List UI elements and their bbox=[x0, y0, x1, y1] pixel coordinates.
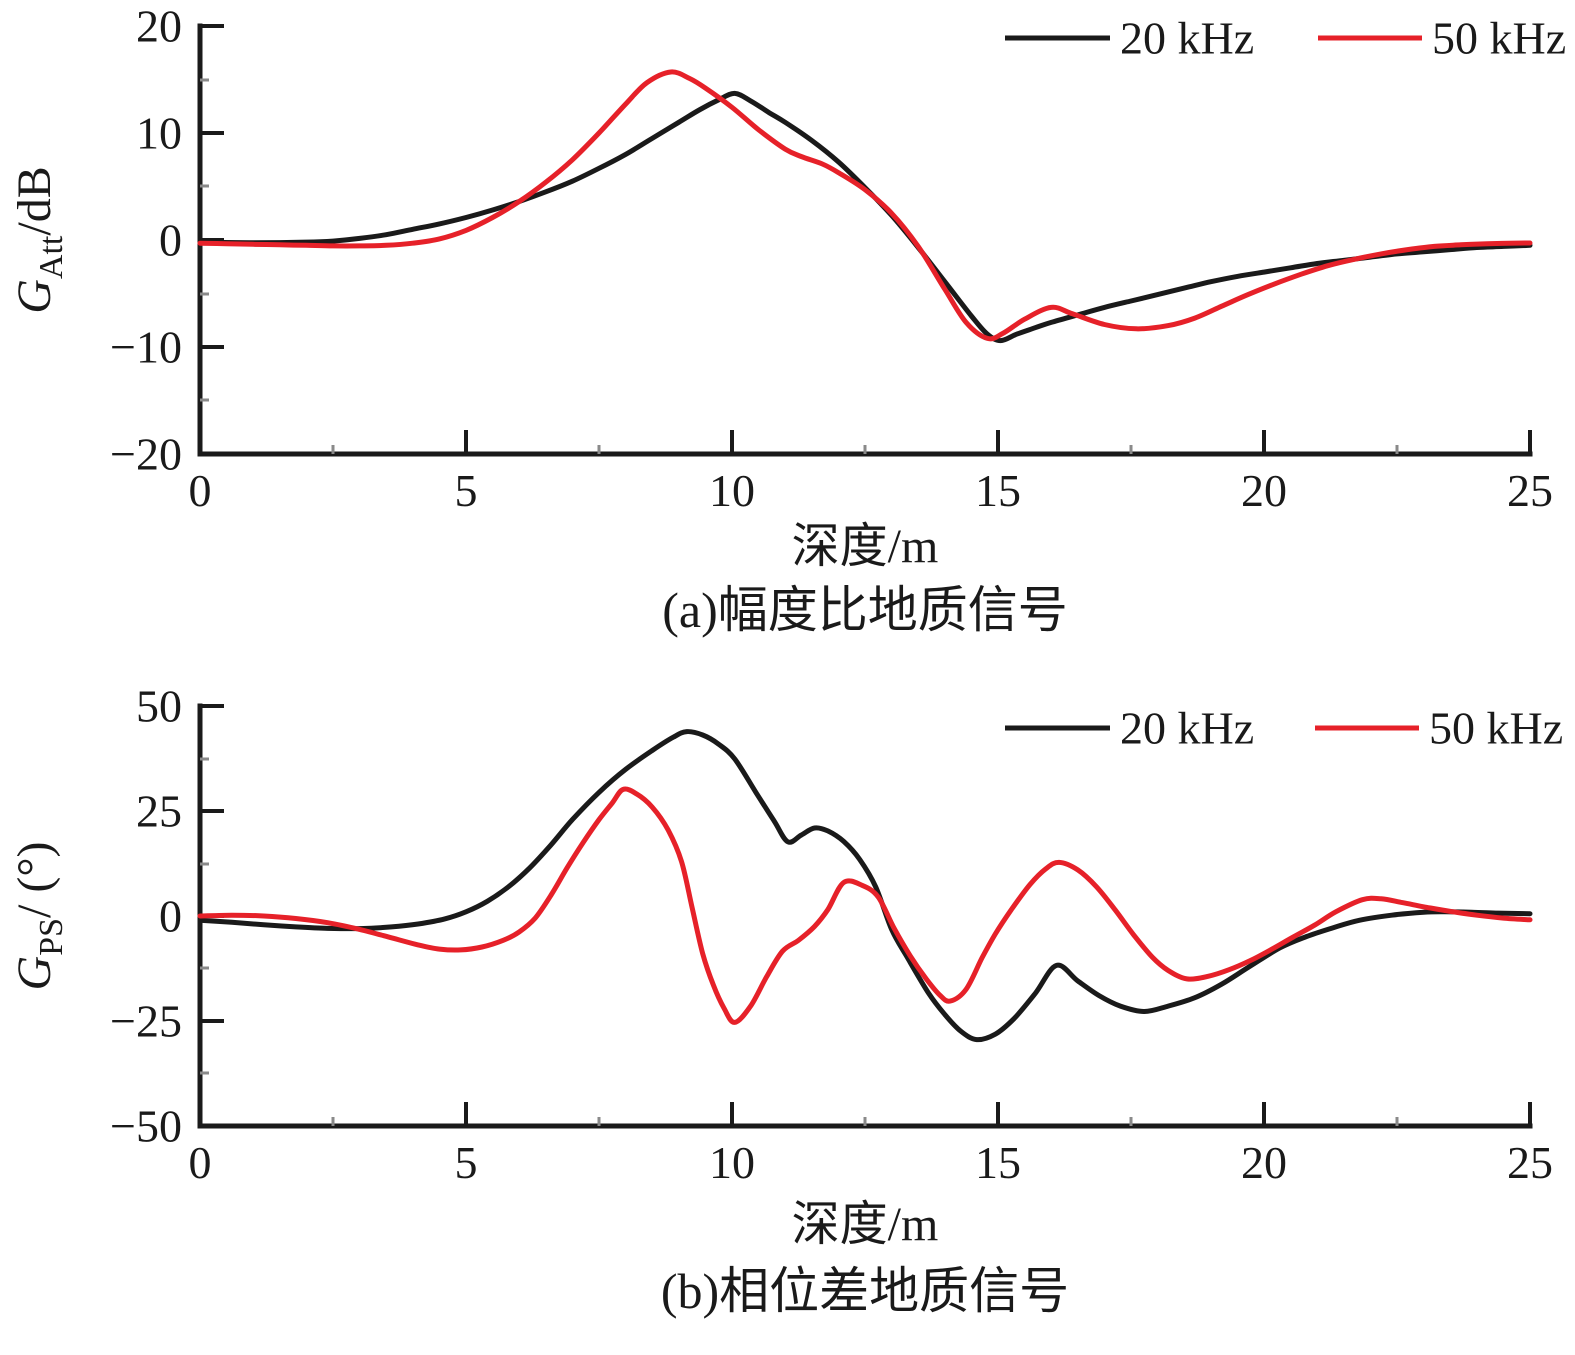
panel-b-series-20khz-line bbox=[197, 729, 1533, 1043]
x-tick-label: 0 bbox=[189, 465, 212, 516]
panel-a-y-axis-title: GAtt/dB bbox=[8, 166, 70, 313]
legend-label-50khz: 50 kHz bbox=[1429, 703, 1563, 754]
x-tick-label: 15 bbox=[975, 1137, 1021, 1188]
y-tick-label: 10 bbox=[136, 108, 182, 159]
x-tick-label: 20 bbox=[1241, 465, 1287, 516]
panel-a-x-major-ticks bbox=[198, 430, 1532, 454]
x-tick-label: 5 bbox=[455, 465, 478, 516]
x-tick-label: 10 bbox=[709, 1137, 755, 1188]
y-tick-label: 50 bbox=[136, 681, 182, 732]
y-tick-label: 20 bbox=[136, 1, 182, 52]
panel-b-caption: (b)相位差地质信号 bbox=[661, 1263, 1069, 1319]
panel-b-x-minor-ticks bbox=[331, 1117, 1399, 1126]
panel-a-legend: 20 kHz 50 kHz bbox=[1005, 13, 1566, 64]
y-tick-label: −50 bbox=[110, 1101, 182, 1152]
y-tick-label: −25 bbox=[110, 996, 182, 1047]
legend-label-50khz: 50 kHz bbox=[1432, 13, 1566, 64]
panel-b-series-50khz-line bbox=[197, 786, 1533, 1025]
panel-a-caption: (a)幅度比地质信号 bbox=[662, 582, 1068, 638]
panel-a-series-20khz-line bbox=[197, 90, 1533, 344]
x-tick-label: 15 bbox=[975, 465, 1021, 516]
x-tick-label: 5 bbox=[455, 1137, 478, 1188]
panel-b-x-axis-title: 深度/m bbox=[792, 1198, 939, 1251]
panel-a-x-minor-ticks bbox=[331, 445, 1399, 454]
panel-b-y-minor-ticks bbox=[200, 757, 209, 1075]
panel-a-x-axis-title: 深度/m bbox=[792, 520, 939, 573]
panel-b-y-axis-title: GPS/ (°) bbox=[8, 842, 70, 991]
x-tick-label: 25 bbox=[1507, 1137, 1553, 1188]
legend-label-20khz: 20 kHz bbox=[1120, 703, 1254, 754]
x-tick-label: 20 bbox=[1241, 1137, 1287, 1188]
panel-a-series-50khz-line bbox=[197, 69, 1533, 342]
panel-a-y-minor-ticks bbox=[200, 78, 209, 402]
panel-a: 0 5 10 15 20 25 20 10 0 −10 −20 GAtt/dB … bbox=[8, 1, 1566, 639]
x-tick-label: 10 bbox=[709, 465, 755, 516]
y-tick-label: 0 bbox=[159, 891, 182, 942]
legend-label-20khz: 20 kHz bbox=[1120, 13, 1254, 64]
x-tick-label: 25 bbox=[1507, 465, 1553, 516]
y-tick-label: 25 bbox=[136, 786, 182, 837]
y-tick-label: −20 bbox=[110, 429, 182, 480]
panel-b-legend: 20 kHz 50 kHz bbox=[1005, 703, 1563, 754]
panel-b-x-major-ticks bbox=[198, 1102, 1532, 1126]
y-tick-label: −10 bbox=[110, 322, 182, 373]
y-tick-label: 0 bbox=[159, 215, 182, 266]
x-tick-label: 0 bbox=[189, 1137, 212, 1188]
panel-b: 0 5 10 15 20 25 50 25 0 −25 −50 GPS/ (°)… bbox=[8, 681, 1563, 1320]
